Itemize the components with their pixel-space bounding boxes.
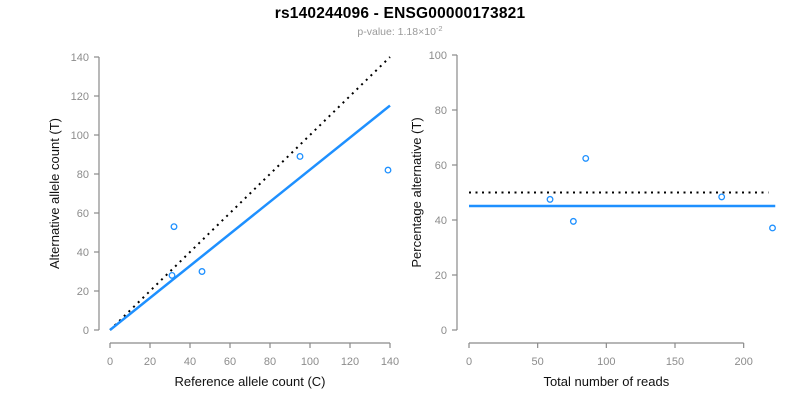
x-tick-label: 100 (301, 356, 319, 368)
data-point (769, 224, 776, 232)
x-tick-label: 0 (107, 356, 113, 368)
x-tick-label: 0 (466, 356, 472, 368)
data-point (296, 152, 304, 160)
identity-line (109, 56, 391, 331)
y-tick-label: 60 (435, 160, 447, 172)
x-tick-label: 50 (532, 356, 544, 368)
data-point (569, 217, 577, 225)
page-title: rs140244096 - ENSG00000173821 (274, 5, 526, 22)
y-tick-label: 40 (435, 215, 447, 227)
data-point (384, 166, 392, 174)
x-tick-label: 150 (666, 356, 684, 368)
x-tick-label: 80 (264, 356, 276, 368)
data-point (582, 154, 590, 162)
x-tick-label: 100 (597, 356, 615, 368)
pvalue-subtitle: p-value: 1.18×10-2 (0, 24, 800, 38)
y-tick-label: 0 (441, 325, 447, 337)
data-point (718, 193, 726, 201)
y-axis-title: Percentage alternative (T) (409, 117, 424, 267)
y-tick-label: 80 (435, 105, 447, 117)
y-tick-label: 20 (77, 286, 89, 298)
x-tick-label: 120 (341, 356, 359, 368)
plot-panel-right: 0 20 40 60 80 100 0 50 100 150 200 Total number of … (409, 50, 776, 389)
x-axis-title: Reference allele count (C) (174, 374, 325, 389)
data-point (168, 271, 176, 279)
y-tick-label: 100 (429, 50, 447, 62)
y-tick-label: 100 (71, 130, 89, 142)
y-tick-label: 120 (71, 91, 89, 103)
y-tick-label: 0 (83, 325, 89, 337)
y-tick-label: 20 (435, 270, 447, 282)
plot-panel-left: 0 20 40 60 80 100 120 140 0 20 40 60 80 100 120 140 Refe… (47, 52, 399, 389)
x-tick-label: 20 (144, 356, 156, 368)
pvalue-exponent: -2 (435, 24, 443, 33)
x-tick-label: 200 (734, 356, 752, 368)
fit-line (109, 104, 391, 331)
x-tick-label: 140 (381, 356, 399, 368)
y-tick-label: 60 (77, 208, 89, 220)
x-tick-label: 60 (224, 356, 236, 368)
data-point (198, 268, 206, 275)
x-axis-title: Total number of reads (543, 374, 669, 389)
data-point (546, 195, 554, 203)
x-tick-label: 40 (184, 356, 196, 368)
y-tick-label: 140 (71, 52, 89, 64)
data-point (170, 223, 178, 231)
y-tick-label: 40 (77, 247, 89, 259)
y-tick-label: 80 (77, 169, 89, 181)
pvalue-text: p-value: 1.18×10 (357, 26, 436, 38)
y-axis-title: Alternative allele count (T) (47, 118, 62, 269)
